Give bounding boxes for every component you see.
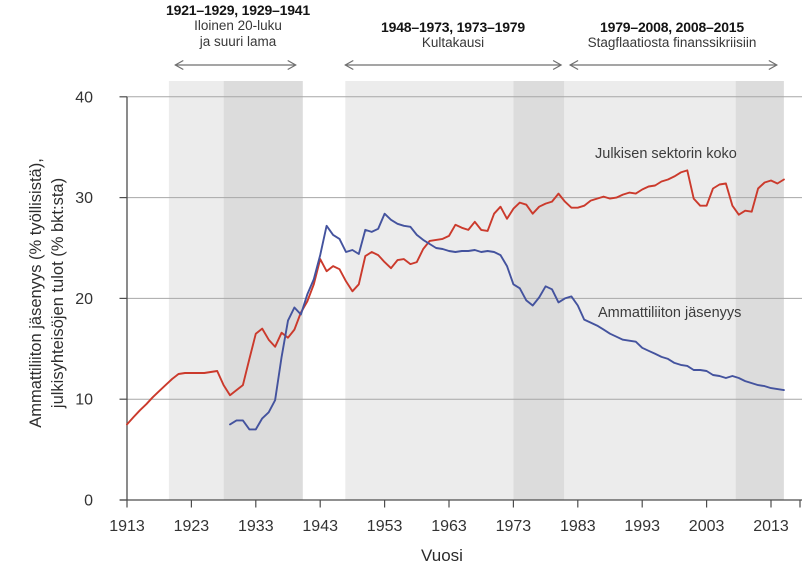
era-bands-layer: [168, 81, 784, 500]
series-layer: [126, 169, 785, 431]
x-axis-label: Vuosi: [421, 546, 463, 565]
era-band-light: [168, 81, 224, 500]
series-label-union-membership: Ammattiliiton jäsenyys: [598, 305, 741, 321]
period-annotation-title: 1948–1973, 1973–1979: [381, 19, 525, 35]
y-tick-label: 30: [75, 190, 93, 207]
arrow-head-left: [568, 59, 579, 71]
period-annotation-subtitle: Kultakausi: [421, 35, 485, 50]
series-line-union-membership: [229, 212, 785, 431]
x-tick-label: 2003: [689, 518, 725, 535]
period-annotation-interwar: 1921–1929, 1929–1941 Iloinen 20-luku ja …: [123, 2, 353, 50]
period-annotation-golden-age: 1948–1973, 1973–1979 Kultakausi: [333, 19, 573, 51]
arrow-head-right: [287, 59, 297, 71]
y-tick-label: 20: [75, 291, 93, 308]
period-annotation-subtitle: Stagflaatiosta finanssikriisiin: [587, 35, 757, 50]
gridlines-layer: [127, 96, 802, 400]
period-annotation-stagflation: 1979–2008, 2008–2015 Stagflaatiosta fina…: [542, 19, 802, 51]
x-tick-label: 1933: [238, 518, 274, 535]
series-label-public-sector-size: Julkisen sektorin koko: [595, 146, 737, 162]
y-axis-label-line2: julkisyhteisöjen tulot (% bkt:sta): [49, 178, 67, 409]
era-band-dark: [223, 81, 303, 500]
x-tick-label: 1923: [174, 518, 210, 535]
period-annotation-subtitle: Iloinen 20-luku: [194, 18, 282, 33]
x-tick-label: 1993: [624, 518, 660, 535]
series-line-public-sector-size: [126, 169, 785, 426]
period-annotation-title: 1921–1929, 1929–1941: [166, 2, 310, 18]
x-tick-label: 1953: [367, 518, 403, 535]
arrow-head-left: [344, 59, 354, 71]
y-tick-label: 0: [84, 493, 93, 510]
y-axis-label-line1: Ammattiliiton jäsenyys (% työllisistä),: [27, 158, 45, 428]
arrow-head-left: [174, 59, 184, 71]
arrow-head-right: [552, 59, 563, 71]
x-tick-label: 1983: [560, 518, 596, 535]
period-annotation-title: 1979–2008, 2008–2015: [600, 19, 744, 35]
x-tick-label: 2013: [753, 518, 789, 535]
period-arrows-layer: [174, 59, 779, 71]
x-tick-label: 1943: [302, 518, 338, 535]
x-tick-label: 1973: [496, 518, 532, 535]
y-tick-label: 40: [75, 89, 93, 106]
arrow-head-right: [768, 59, 779, 71]
era-band-light: [345, 81, 514, 500]
x-tick-label: 1963: [431, 518, 467, 535]
era-band-dark: [735, 81, 784, 500]
axes-layer: 1913 1923 1933 1943 1953 1963 1973 1983 1993 2003…: [75, 89, 802, 535]
x-tick-label: 1913: [109, 518, 145, 535]
era-band-light: [564, 81, 736, 500]
y-tick-label: 10: [75, 392, 93, 409]
period-annotation-subtitle: ja suuri lama: [199, 34, 277, 49]
